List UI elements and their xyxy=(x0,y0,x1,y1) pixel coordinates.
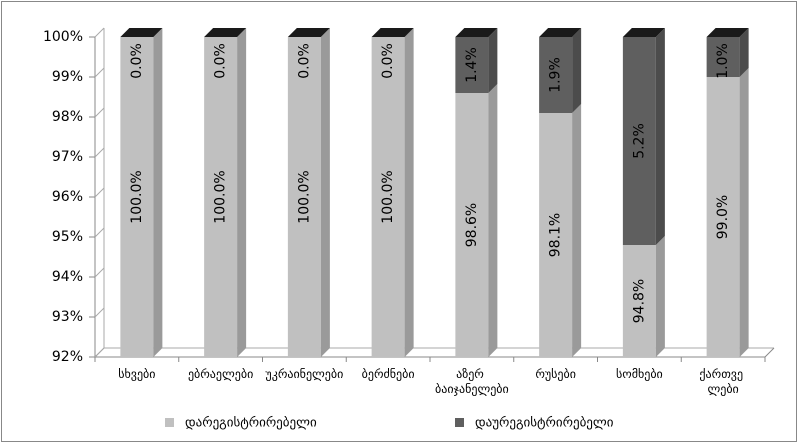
bar-segment xyxy=(539,113,573,357)
bar-top xyxy=(622,28,665,37)
x-tick-label: ებრაელები xyxy=(188,367,253,381)
y-tick-diag xyxy=(94,227,105,238)
bar-side xyxy=(488,28,498,93)
y-tick-label: 93% xyxy=(52,309,83,325)
bar-segment xyxy=(204,37,238,357)
bar-segment xyxy=(371,37,405,357)
value-label: 0.0% xyxy=(213,43,229,79)
bar-top xyxy=(706,28,749,37)
value-label: 1.0% xyxy=(715,43,731,79)
value-label: 1.9% xyxy=(548,57,564,93)
y-tick-diag xyxy=(94,27,105,38)
x-tick-label: ქართვე ლები xyxy=(699,367,746,396)
x-tick-label: აზერ ბაიჯანელები xyxy=(435,367,509,396)
bar-top xyxy=(287,28,330,37)
y-tick-label: 96% xyxy=(52,189,83,205)
bar-side xyxy=(739,68,749,357)
bar-side xyxy=(153,28,163,357)
x-tick-label: უკრაინელები xyxy=(265,367,343,381)
value-label: 1.4% xyxy=(464,47,480,83)
y-tick-label: 92% xyxy=(52,349,83,365)
y-tick-diag xyxy=(94,267,105,278)
bar-segment xyxy=(455,93,489,357)
y-tick-label: 97% xyxy=(52,149,83,165)
bar-segment xyxy=(120,37,154,357)
bar-segment xyxy=(455,37,489,93)
bar-segment xyxy=(622,37,656,245)
y-tick-diag xyxy=(94,147,105,158)
value-label: 5.2% xyxy=(631,123,647,159)
value-label: 99.0% xyxy=(715,195,731,239)
x-tick-label: ბერძნები xyxy=(362,367,415,381)
bar-segment xyxy=(622,245,656,357)
bar-top xyxy=(455,28,498,37)
value-label: 94.8% xyxy=(631,279,647,323)
y-tick-label: 94% xyxy=(52,269,83,285)
y-tick-diag xyxy=(94,187,105,198)
bar-side xyxy=(237,28,247,357)
bar-side xyxy=(655,28,665,245)
y-tick-diag xyxy=(94,67,105,78)
y-tick-diag xyxy=(94,347,105,358)
value-label: 98.6% xyxy=(464,203,480,247)
legend-label: დარეგისტრირებელი xyxy=(185,416,317,431)
value-label: 100.0% xyxy=(380,170,396,223)
bar-side xyxy=(488,84,498,357)
bar-side xyxy=(572,28,582,113)
bar-segment xyxy=(706,77,740,357)
bar-side xyxy=(655,236,665,357)
value-label: 0.0% xyxy=(380,43,396,79)
x-tick-label: რუსები xyxy=(535,367,576,381)
value-label: 100.0% xyxy=(129,170,145,223)
bar-side xyxy=(404,28,414,357)
bar-segment xyxy=(287,37,321,357)
legend-label: დაურეგისტრირებელი xyxy=(475,416,614,431)
floor-right xyxy=(764,347,775,358)
bar-top xyxy=(204,28,247,37)
y-tick-diag xyxy=(94,107,105,118)
y-tick-label: 95% xyxy=(52,229,83,245)
value-label: 0.0% xyxy=(296,43,312,79)
x-tick-label: სხვები xyxy=(118,367,155,381)
y-tick-diag xyxy=(94,307,105,318)
legend-swatch xyxy=(455,418,464,427)
x-tick-label: სომხები xyxy=(616,367,663,381)
bar-side xyxy=(572,104,582,357)
y-tick-label: 99% xyxy=(52,69,83,85)
bar-side xyxy=(739,28,749,77)
y-tick-label: 100% xyxy=(43,29,83,45)
value-label: 100.0% xyxy=(213,170,229,223)
value-label: 0.0% xyxy=(129,43,145,79)
value-label: 98.1% xyxy=(548,213,564,257)
y-tick-label: 98% xyxy=(52,109,83,125)
bar-segment xyxy=(706,37,740,77)
bar-top xyxy=(371,28,414,37)
bar-segment xyxy=(539,37,573,113)
value-label: 100.0% xyxy=(296,170,312,223)
bar-top xyxy=(539,28,582,37)
bar-side xyxy=(320,28,330,357)
bar-top xyxy=(120,28,163,37)
legend-swatch xyxy=(165,418,174,427)
